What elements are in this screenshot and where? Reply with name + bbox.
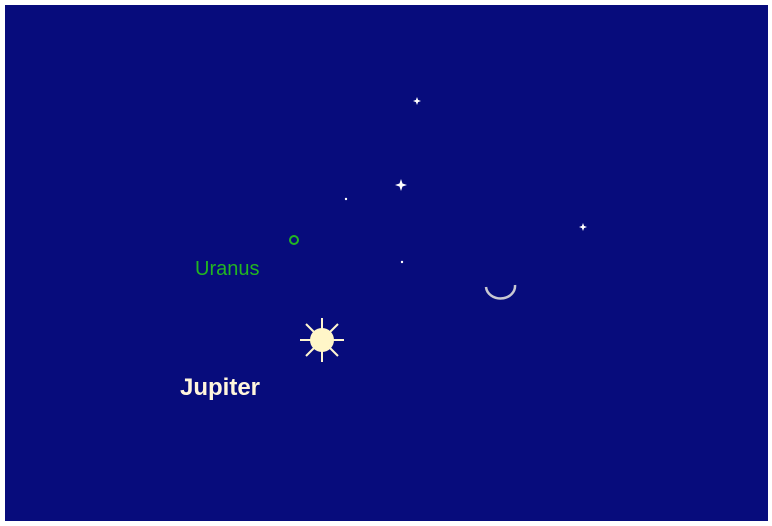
jupiter-marker — [310, 328, 334, 352]
sky-view: Uranus Jupiter — [0, 0, 772, 526]
page: Uranus Jupiter (() => { const data = JSO… — [0, 0, 772, 526]
star — [401, 261, 403, 263]
sky-background — [5, 5, 768, 521]
jupiter-label: Jupiter — [180, 374, 260, 401]
uranus-label: Uranus — [195, 258, 259, 280]
star — [345, 198, 347, 200]
